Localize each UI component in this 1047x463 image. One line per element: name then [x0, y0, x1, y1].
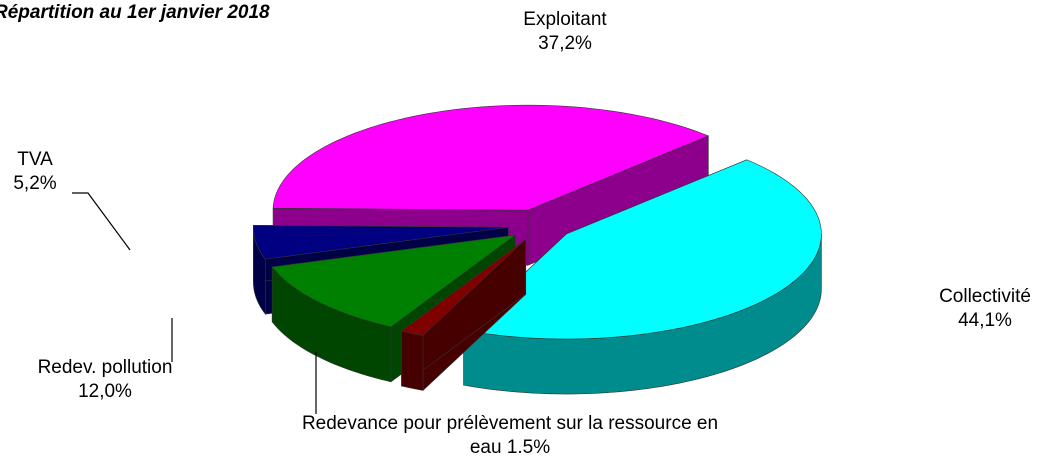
- leader-line: [72, 192, 131, 251]
- value-label: 5,2%: [13, 173, 57, 194]
- pie-slice: [463, 159, 822, 395]
- slice-face: [463, 159, 822, 340]
- slice-label: Redev. pollution 12,0%: [5, 356, 205, 404]
- slice-label: TVA 5,2%: [0, 148, 70, 196]
- value-label: 44,1%: [958, 310, 1012, 331]
- chart-title: Répartition au 1er janvier 2018: [0, 2, 270, 23]
- value-label: 12,0%: [78, 381, 132, 402]
- slice-label: Exploitant 37,2%: [470, 8, 660, 56]
- value-label: 37,2%: [538, 33, 592, 54]
- category-label: Redevance pour prélèvement sur la ressou…: [301, 413, 719, 458]
- category-label: Redev. pollution: [37, 357, 173, 378]
- slice-label: Collectivité 44,1%: [900, 285, 1047, 333]
- slice-face: [271, 234, 517, 328]
- slice-label: Redevance pour prélèvement sur la ressou…: [290, 412, 730, 460]
- slice-face: [400, 239, 526, 336]
- slice-face: [272, 104, 710, 211]
- slice-face: [401, 330, 424, 391]
- category-label: Exploitant: [523, 9, 607, 30]
- slice-face: [253, 225, 509, 260]
- pie-slice: [400, 238, 527, 392]
- category-label: TVA: [17, 149, 53, 170]
- value-label: 1.5%: [506, 437, 551, 458]
- category-label: Collectivité: [939, 286, 1031, 307]
